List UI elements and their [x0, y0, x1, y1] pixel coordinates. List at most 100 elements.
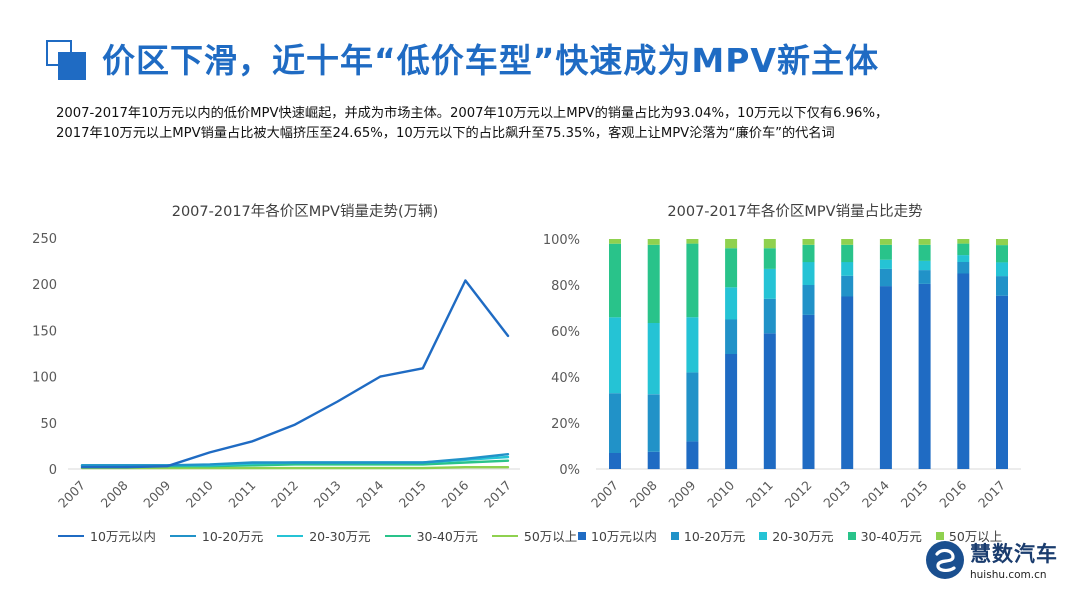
bar-segment-10万元以内	[647, 451, 660, 470]
bar-segment-10万元以内	[802, 314, 815, 469]
line-series-10万元以内	[80, 279, 510, 469]
bar-segment-10-20万元	[647, 394, 660, 452]
bar-segment-10-20万元	[996, 276, 1008, 296]
bar-segment-30-40万元	[841, 244, 854, 263]
legend-swatch	[935, 531, 944, 540]
legend-item: 10-20万元	[670, 526, 746, 545]
bar-segment-30-40万元	[996, 245, 1008, 263]
bar-segment-50万以上	[996, 239, 1008, 246]
bar-segment-20-30万元	[879, 259, 892, 269]
bar-y-tick-label: 60%	[551, 325, 580, 340]
bar-segment-10万元以内	[725, 354, 738, 469]
line-x-tick-label: 2012	[268, 478, 301, 511]
bar-segment-30-40万元	[763, 248, 776, 269]
page-title: 价区下滑，近十年“低价车型”快速成为MPV新主体	[102, 41, 879, 80]
bar-segment-50万以上	[725, 239, 738, 249]
bar-y-tick-label: 0%	[559, 463, 580, 478]
bar-segment-20-30万元	[763, 268, 776, 299]
legend-item: 20-30万元	[759, 526, 834, 545]
legend-swatch	[670, 531, 679, 540]
bar-segment-10万元以内	[918, 283, 931, 469]
legend-item: 10万元以内	[58, 526, 156, 545]
bar-chart-title: 2007-2017年各价区MPV销量占比走势	[667, 204, 923, 220]
legend-swatch	[759, 531, 768, 540]
line-x-tick-label: 2009	[140, 477, 173, 510]
line-y-tick-label: 50	[40, 417, 57, 432]
line-y-tick-label: 100	[32, 371, 57, 386]
legend-item: 20-30万元	[277, 526, 371, 545]
line-x-tick-label: 2011	[225, 478, 258, 511]
legend-swatch	[277, 534, 304, 537]
legend-label: 10万元以内	[90, 529, 156, 544]
line-y-tick-label: 0	[49, 463, 57, 478]
line-y-tick-label: 200	[32, 278, 57, 293]
legend-item: 30-40万元	[384, 526, 478, 545]
bar-segment-20-30万元	[647, 322, 660, 395]
legend-label: 50万以上	[948, 529, 1003, 544]
bar-segment-10万元以内	[763, 333, 776, 469]
bar-chart-legend: 10万元以内 10-20万元 20-30万元 30-40万元 50万以上	[578, 526, 1016, 545]
bar-segment-10-20万元	[879, 268, 892, 287]
legend-swatch	[578, 531, 586, 540]
legend-label: 10-20万元	[683, 529, 746, 544]
bar-segment-20-30万元	[918, 260, 931, 271]
bar-segment-50万以上	[686, 239, 699, 244]
bar-segment-20-30万元	[609, 317, 621, 394]
line-series-10-20万元	[80, 453, 510, 467]
bar-x-tick-label: 2012	[782, 478, 815, 511]
bar-segment-30-40万元	[918, 244, 931, 261]
bar-segment-10-20万元	[802, 285, 815, 315]
brand-logo-icon	[926, 540, 964, 579]
summary-line-1: 2007-2017年10万元以内的低价MPV快速崛起，并成为市场主体。2007年…	[56, 106, 889, 121]
bar-segment-50万以上	[609, 239, 621, 244]
title-decoration-icon	[46, 40, 86, 80]
line-y-tick-label: 150	[32, 324, 57, 339]
legend-swatch	[58, 534, 84, 537]
bar-segment-50万以上	[957, 239, 970, 244]
bar-segment-10-20万元	[957, 262, 970, 274]
bar-x-tick-label: 2011	[743, 478, 776, 511]
bar-segment-20-30万元	[686, 317, 699, 373]
bar-segment-10万元以内	[957, 273, 970, 469]
summary-text: 2007-2017年10万元以内的低价MPV快速崛起，并成为市场主体。2007年…	[56, 104, 1066, 144]
legend-label: 20-30万元	[309, 529, 371, 544]
line-y-tick-label: 250	[32, 232, 57, 247]
line-x-tick-label: 2016	[438, 477, 471, 510]
bar-y-tick-label: 100%	[543, 233, 580, 248]
bar-segment-50万以上	[879, 239, 892, 245]
bar-segment-20-30万元	[802, 262, 815, 285]
bar-segment-30-40万元	[802, 244, 815, 263]
brand-logo: 慧数汽车 huishu.com.cn	[926, 538, 1058, 581]
bar-segment-20-30万元	[725, 287, 738, 320]
legend-label: 10万元以内	[591, 529, 657, 544]
legend-item: 10万元以内	[578, 526, 657, 545]
legend-swatch	[491, 534, 518, 537]
bar-segment-50万以上	[841, 239, 854, 245]
bar-x-tick-label: 2007	[588, 478, 621, 511]
bar-segment-30-40万元	[957, 243, 970, 256]
bar-segment-10万元以内	[686, 441, 699, 469]
line-x-tick-label: 2007	[55, 478, 88, 511]
bar-segment-10万元以内	[609, 453, 621, 469]
bar-x-tick-label: 2013	[820, 478, 853, 511]
bar-segment-20-30万元	[957, 255, 970, 262]
line-x-tick-label: 2017	[481, 478, 514, 511]
bar-segment-20-30万元	[996, 262, 1008, 277]
bar-y-tick-label: 40%	[551, 371, 580, 386]
legend-item: 50万以上	[935, 526, 1003, 545]
bar-segment-10-20万元	[609, 393, 621, 453]
line-x-tick-label: 2015	[396, 478, 429, 511]
bar-segment-30-40万元	[879, 244, 892, 260]
line-series-50万以上	[80, 466, 510, 470]
summary-line-2: 2017年10万元以上MPV销量占比被大幅挤压至24.65%，10万元以下的占比…	[56, 126, 835, 141]
bar-segment-30-40万元	[725, 248, 738, 288]
legend-swatch	[847, 531, 856, 540]
legend-label: 10-20万元	[201, 529, 264, 544]
line-chart-legend: 10万元以内 10-20万元 20-30万元 30-40万元 50万以上	[58, 526, 591, 545]
legend-label: 30-40万元	[416, 529, 478, 544]
line-x-tick-label: 2014	[353, 477, 386, 510]
legend-label: 50万以上	[523, 529, 578, 544]
brand-url: huishu.com.cn	[970, 569, 1047, 581]
line-x-tick-label: 2008	[98, 477, 131, 510]
